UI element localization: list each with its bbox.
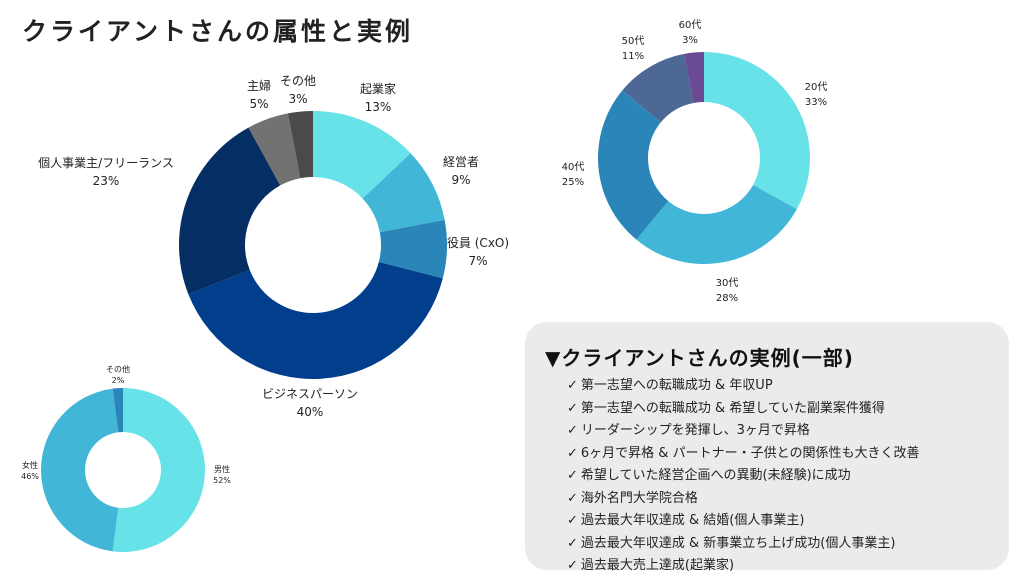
- example-item: ✓ 過去最大年収達成 & 新事業立ち上げ成功(個人事業主): [567, 533, 919, 556]
- check-icon: ✓: [567, 423, 578, 438]
- attribute-slice-label-6: その他: [280, 74, 316, 88]
- attribute-slice-0: [313, 111, 411, 199]
- attribute-slice-label-0: 起業家: [360, 81, 396, 96]
- gender-slice-percent-2: 2%: [112, 376, 125, 385]
- example-text: 希望していた経営企画への異動(未経験)に成功: [580, 468, 851, 483]
- example-text: 6ヶ月で昇格 & パートナー・子供との関係性も大きく改善: [580, 445, 920, 461]
- check-icon: ✓: [567, 378, 578, 393]
- attribute-slice-1: [362, 153, 445, 233]
- example-item: ✓ 第一志望への転職成功 & 希望していた副業案件獲得: [567, 398, 919, 421]
- attribute-slice-3: [188, 261, 443, 379]
- age-slice-label-4: 60代: [679, 19, 702, 31]
- gender-slice-label-2: その他: [106, 364, 130, 374]
- gender-slice-percent-0: 52%: [213, 476, 231, 485]
- age-slice-2: [598, 90, 669, 240]
- age-slice-label-0: 20代: [805, 81, 828, 93]
- age-slice-1: [636, 184, 797, 264]
- client-examples-title: ▼クライアントさんの実例(一部): [545, 346, 854, 370]
- attribute-slice-6: [287, 111, 313, 179]
- attribute-slice-percent-1: 9%: [451, 173, 470, 187]
- attribute-slice-percent-4: 23%: [93, 174, 120, 188]
- age-slice-0: [704, 52, 810, 210]
- example-text: 海外名門大学院合格: [580, 490, 698, 506]
- check-icon: ✓: [567, 535, 578, 551]
- age-slice-percent-3: 11%: [622, 51, 644, 62]
- age-slice-percent-2: 25%: [562, 177, 584, 188]
- attribute-slice-label-3: ビジネスパーソン: [262, 387, 358, 401]
- example-item: ✓ 過去最大売上達成(起業家): [567, 555, 919, 578]
- age-slice-percent-0: 33%: [805, 97, 827, 108]
- example-item: ✓ 過去最大年収達成 & 結婚(個人事業主): [567, 510, 919, 533]
- check-icon: ✓: [567, 513, 578, 528]
- example-item: ✓ 海外名門大学院合格: [567, 488, 919, 511]
- example-text: 過去最大年収達成 & 新事業立ち上げ成功(個人事業主): [580, 535, 896, 551]
- example-text: 第一志望への転職成功 & 希望していた副業案件獲得: [580, 400, 885, 416]
- age-slice-4: [684, 52, 704, 103]
- example-text: 過去最大年収達成 & 結婚(個人事業主): [580, 513, 805, 528]
- example-text: 過去最大売上達成(起業家): [580, 558, 735, 573]
- attribute-slice-label-4: 個人事業主/フリーランス: [38, 156, 174, 170]
- age-slice-label-2: 40代: [562, 161, 585, 173]
- check-icon: ✓: [567, 558, 578, 573]
- check-icon: ✓: [567, 400, 578, 416]
- example-text: リーダーシップを発揮し、3ヶ月で昇格: [580, 423, 810, 438]
- gender-slice-percent-1: 46%: [21, 472, 39, 481]
- age-slice-label-1: 30代: [716, 277, 739, 289]
- gender-slice-0: [112, 388, 206, 552]
- check-icon: ✓: [567, 445, 578, 461]
- attribute-slice-label-5: 主婦: [247, 78, 271, 93]
- age-slice-percent-1: 28%: [716, 293, 738, 304]
- attribute-slice-2: [378, 219, 447, 279]
- page-title: クライアントさんの属性と実例: [22, 17, 414, 46]
- attribute-slice-4: [179, 127, 281, 295]
- attribute-slice-percent-5: 5%: [249, 97, 268, 111]
- example-item: ✓ 第一志望への転職成功 & 年収UP: [567, 375, 919, 398]
- attribute-slice-label-2: 役員 (CxO): [447, 235, 509, 250]
- example-item: ✓ 6ヶ月で昇格 & パートナー・子供との関係性も大きく改善: [567, 443, 919, 466]
- gender-slice-2: [112, 388, 123, 433]
- example-item: ✓ 希望していた経営企画への異動(未経験)に成功: [567, 465, 919, 488]
- check-icon: ✓: [567, 468, 578, 483]
- attribute-slice-percent-0: 13%: [365, 100, 392, 114]
- attribute-slice-percent-3: 40%: [297, 405, 324, 419]
- attribute-slice-5: [248, 113, 301, 186]
- attribute-slice-percent-2: 7%: [468, 254, 487, 268]
- age-slice-label-3: 50代: [622, 35, 645, 47]
- gender-slice-label-0: 男性: [214, 464, 230, 474]
- check-icon: ✓: [567, 490, 578, 506]
- client-examples-panel: ▼クライアントさんの実例(一部) ✓ 第一志望への転職成功 & 年収UP ✓ 第一志望…: [525, 322, 1009, 573]
- gender-slice-1: [41, 388, 119, 552]
- client-examples-list: ✓ 第一志望への転職成功 & 年収UP ✓ 第一志望への転職成功 & 希望していた副業…: [567, 375, 919, 578]
- age-slice-percent-4: 3%: [682, 35, 698, 46]
- example-text: 第一志望への転職成功 & 年収UP: [580, 378, 773, 393]
- age-slice-3: [622, 53, 694, 123]
- gender-slice-label-1: 女性: [22, 460, 38, 470]
- attribute-slice-percent-6: 3%: [288, 92, 307, 106]
- attribute-slice-label-1: 経営者: [443, 155, 479, 169]
- example-item: ✓ リーダーシップを発揮し、3ヶ月で昇格: [567, 420, 919, 443]
